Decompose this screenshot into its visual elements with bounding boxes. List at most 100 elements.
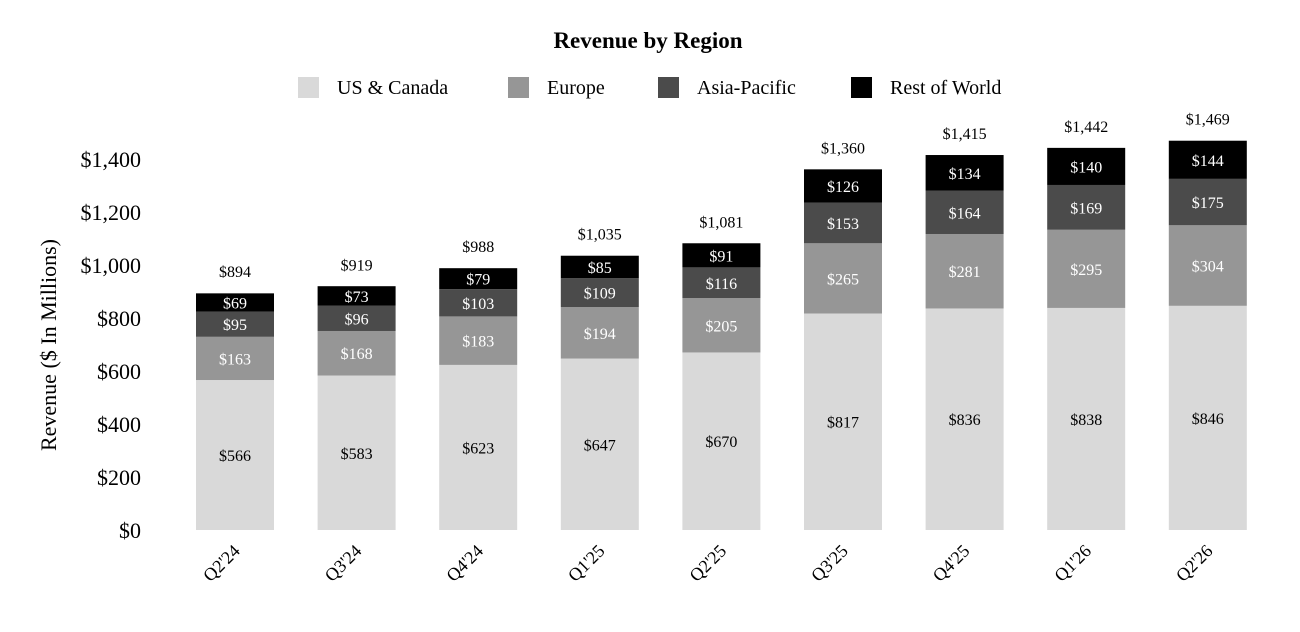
legend-item: Rest of World [851, 77, 1001, 99]
x-tick-label: Q1'25 [564, 541, 609, 586]
x-tick-label: Q2'26 [1172, 541, 1217, 586]
bar-segment [317, 330, 396, 376]
y-tick-label: $1,400 [81, 147, 142, 172]
segment-value-label: $205 [705, 318, 737, 335]
bar-segment [439, 316, 518, 365]
bar-total-label: $988 [462, 239, 494, 256]
segment-value-label: $838 [1070, 412, 1102, 429]
bar-total-label: $1,469 [1186, 112, 1230, 129]
segment-value-label: $95 [223, 317, 247, 334]
bar-segment [804, 313, 882, 530]
legend-swatch [658, 77, 679, 98]
bar-segment [439, 268, 518, 290]
segment-value-label: $281 [949, 264, 981, 281]
bar-stack: $846 $304 $175 $144 $1,469 [1168, 112, 1247, 530]
bar-segment [1047, 147, 1126, 185]
bar-segment [1168, 140, 1247, 179]
bar-segment [925, 155, 1004, 191]
legend-swatch [298, 77, 319, 98]
x-tick-label: Q3'25 [807, 541, 852, 586]
segment-value-label: $109 [584, 286, 616, 303]
bar-segment [317, 286, 396, 306]
segment-value-label: $126 [827, 179, 859, 196]
y-tick-label: $400 [97, 412, 141, 437]
segment-value-label: $566 [219, 448, 251, 465]
segment-value-label: $96 [345, 311, 369, 328]
bar-total-label: $1,415 [943, 126, 987, 143]
bar-stack: $566 $163 $95 $69 $894 [196, 264, 274, 530]
bar-total-label: $919 [341, 257, 373, 274]
segment-value-label: $817 [827, 415, 859, 432]
bar-segment [925, 233, 1004, 309]
bar-segment [196, 336, 274, 381]
y-tick-label: $800 [97, 306, 141, 331]
y-tick-label: $200 [97, 465, 141, 490]
bar-total-label: $1,442 [1064, 119, 1108, 136]
bar-segment [925, 308, 1004, 530]
y-tick-label: $0 [119, 518, 141, 543]
segment-value-label: $583 [341, 446, 373, 463]
bar-segment [1168, 225, 1247, 306]
legend: US & Canada Europe Asia-Pacific Rest of Wor… [298, 77, 1001, 99]
bar-stack: $838 $295 $169 $140 $1,442 [1047, 119, 1126, 530]
bar-segment [804, 202, 882, 244]
segment-value-label: $175 [1192, 195, 1224, 212]
bar-total-label: $894 [219, 264, 251, 281]
y-axis-ticks: $0 $200 $400 $600 $800 $1,000 $1,200 $1,400 [81, 147, 142, 543]
segment-value-label: $73 [345, 289, 369, 306]
bar-segment [682, 243, 761, 268]
bar-stack: $670 $205 $116 $91 $1,081 [682, 215, 761, 530]
legend-item: Asia-Pacific [658, 77, 796, 99]
x-tick-label: Q4'24 [442, 541, 487, 586]
y-tick-label: $1,000 [81, 253, 142, 278]
segment-value-label: $836 [949, 412, 981, 429]
bar-segment [682, 352, 761, 530]
segment-value-label: $134 [949, 166, 981, 183]
legend-item: Europe [508, 77, 605, 99]
legend-item: US & Canada [298, 77, 448, 99]
segment-value-label: $168 [341, 346, 373, 363]
segment-value-label: $140 [1070, 159, 1102, 176]
bar-segment [1047, 229, 1126, 308]
bar-segment [1168, 305, 1247, 530]
bar-segment [804, 243, 882, 314]
bar-segment [439, 289, 518, 317]
bar-segment [682, 298, 761, 353]
x-axis-ticks: Q2'24 Q3'24 Q4'24 Q1'25 Q2'25 Q3'25 Q4'25 Q1'26… [199, 541, 1217, 586]
bar-segment [925, 190, 1004, 234]
bar-segment [560, 278, 639, 308]
segment-value-label: $623 [462, 440, 494, 457]
segment-value-label: $103 [462, 296, 494, 313]
legend-label: Rest of World [890, 77, 1001, 99]
bar-segment [196, 380, 274, 530]
x-tick-label: Q2'24 [199, 541, 244, 586]
segment-value-label: $163 [219, 351, 251, 368]
x-tick-label: Q4'25 [929, 541, 974, 586]
segment-value-label: $295 [1070, 262, 1102, 279]
x-tick-label: Q3'24 [321, 541, 366, 586]
segment-value-label: $169 [1070, 200, 1102, 217]
legend-swatch [508, 77, 529, 98]
bar-stack: $647 $194 $109 $85 $1,035 [560, 227, 639, 530]
bar-segment [560, 255, 639, 279]
bar-total-label: $1,360 [821, 141, 865, 158]
segment-value-label: $846 [1192, 411, 1224, 428]
segment-value-label: $116 [706, 276, 737, 293]
bar-total-label: $1,081 [699, 215, 743, 232]
segment-value-label: $164 [949, 205, 981, 222]
x-tick-label: Q1'26 [1050, 541, 1095, 586]
bar-segment [1168, 178, 1247, 226]
bar-segment [1047, 184, 1126, 230]
y-axis-label: Revenue ($ In Millions) [36, 239, 61, 451]
bar-segment [317, 375, 396, 530]
bar-segment [682, 267, 761, 299]
segment-value-label: $91 [709, 248, 733, 265]
bar-segment [317, 305, 396, 331]
bar-segment [439, 364, 518, 530]
x-tick-label: Q2'25 [686, 541, 731, 586]
bar-stack: $836 $281 $164 $134 $1,415 [925, 126, 1004, 530]
legend-swatch [851, 77, 872, 98]
segment-value-label: $647 [584, 437, 616, 454]
y-tick-label: $600 [97, 359, 141, 384]
